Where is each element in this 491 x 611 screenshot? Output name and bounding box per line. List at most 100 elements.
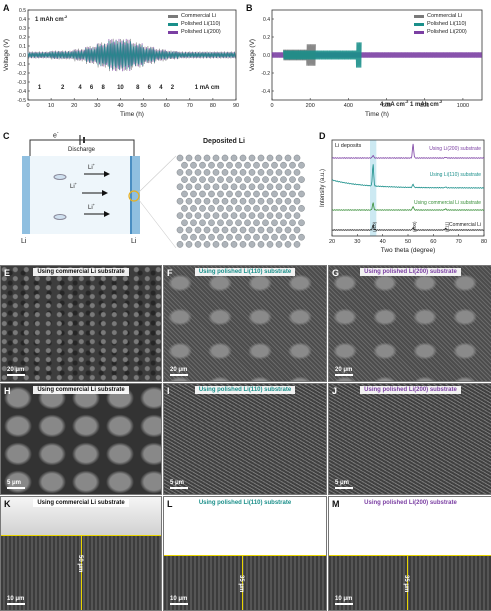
thickness-label: 35 μm [403,575,409,593]
lattice-atom [203,212,211,219]
panel-label-b: B [246,3,253,13]
panel-a-chart: 0 10 20 30 40 50 60 70 80 90 -0.5 -0.4 -0.3 -0.2 -0.1 0… [0,0,245,128]
lattice-atom [271,233,278,241]
lattice-atom [248,197,256,205]
lattice-atom [226,190,233,198]
lattice-atom [266,183,274,191]
sem-image-k: 50 μm Using commercial Li substrate K 10 μm [0,496,162,611]
lattice-atom [275,154,283,162]
voltage-time-chart-a: 0 10 20 30 40 50 60 70 80 90 -0.5 -0.4 -0.3 -0.2 -0.1 0… [3,8,239,118]
thickness-marker [81,535,82,610]
lattice-atom [280,219,287,227]
y-tick-label-a: -0.2 [17,71,26,77]
lattice-atom [271,190,278,198]
lattice-atom [284,241,292,248]
peak-label: (200) [412,221,417,232]
lattice-atom [244,219,251,227]
lattice-atom [212,241,220,248]
left-electrode [22,156,30,234]
lattice-atom [208,205,215,212]
lattice-atom [248,212,256,219]
x-axis-label-a: Time (h) [120,111,144,118]
x-tick-label-d: 50 [405,239,411,245]
lattice-atom [262,233,269,241]
lattice-atom [181,161,188,169]
panel-label-g: G [332,268,340,278]
peak-label: (110) [372,221,377,232]
lattice-atom [257,169,265,176]
lattice-atom [185,169,193,176]
li-ion-arrows [53,171,110,220]
sem-title-g: Using polished Li(200) substrate [329,268,491,276]
lattice-atom [194,241,202,248]
panel-c-schematic: e- Discharge Li+ Li+ Li+ Li Li Deposited… [0,130,318,262]
xrd-chart: 20 30 40 50 60 70 80 Two theta (degree) Intensit… [320,139,487,254]
lattice-atom [298,161,305,169]
rate-label-a: 4 [78,85,82,91]
lattice-atom [199,161,206,169]
x-axis-label-b: Time (h) [365,111,389,118]
lattice-atom [221,241,229,248]
lattice-atom [181,219,188,227]
x-tick-label-a: 30 [94,103,100,109]
lattice-atom [248,154,256,162]
lattice-atom [217,176,224,183]
lattice-atom [194,154,202,162]
y-tick-label-b: 0.0 [263,53,270,59]
lattice-atom [226,219,233,227]
lattice-atom [230,197,238,205]
rate-label-a: 2 [171,85,175,91]
xrd-series-label-2: Using commercial Li substrate [414,200,481,206]
x-tick-label-a: 60 [164,103,170,109]
lattice-atom [253,233,260,241]
lattice-atom [262,190,269,198]
sem-title-j: Using polished Li(200) substrate [329,386,491,394]
lattice-atom [244,176,251,183]
sem-title-i: Using polished Li(110) substrate [164,386,326,394]
xrd-series-0 [331,143,485,159]
lattice-atom [217,190,224,198]
series-line-a-1 [27,40,236,70]
lattice-atom [257,241,265,248]
legend-a: Commercial Li Polished Li(110) Polished … [168,12,221,36]
y-axis-label-a: Voltage (V) [3,39,10,71]
lattice-atom [262,161,269,169]
lattice-atom [235,190,242,198]
lattice-atom [239,197,247,205]
lattice-atom [203,169,211,176]
lattice-atom [298,190,305,198]
panel-label-j: J [332,386,338,396]
li-deposits-label: Li deposits [335,143,362,149]
lattice-atom [203,197,211,205]
lattice-atom [248,183,256,191]
y-tick-label-a: -0.3 [17,80,26,86]
lattice-atom [176,154,184,162]
lattice-atom [217,161,224,169]
lattice-atom [239,183,247,191]
lattice-atom [244,161,251,169]
lattice-atom [293,183,301,191]
lattice-atom [248,226,256,234]
lattice-atom [194,212,202,219]
lattice-atom [212,212,220,219]
lattice-atom [190,190,197,198]
y-tick-label-a: 0.1 [19,44,26,50]
sem-image-i: Using polished Li(110) substrate I 5 μm [163,383,327,495]
lattice-atom [239,212,247,219]
sem-image-g: Using polished Li(200) substrate G 20 μm [328,265,491,382]
lattice-atom [284,169,292,176]
rate-label-a: 6 [90,85,94,91]
lattice-atom [275,212,283,219]
xrd-series-label-1: Using Li(110) substrate [430,172,482,178]
x-tick-label-a: 10 [48,103,54,109]
lattice-atom [230,183,238,191]
x-tick-label-b: 800 [420,103,429,109]
y-tick-label-a: -0.5 [17,98,26,104]
rate-label-a: 8 [136,85,140,91]
lattice-atom [190,161,197,169]
y-axis-label-b: Voltage (V) [249,39,256,71]
lattice-atom [235,205,242,212]
legend-b: Commercial Li Polished Li(110) Polished … [414,12,467,36]
right-electrode-label: Li [131,238,137,245]
lattice-atom [266,197,274,205]
